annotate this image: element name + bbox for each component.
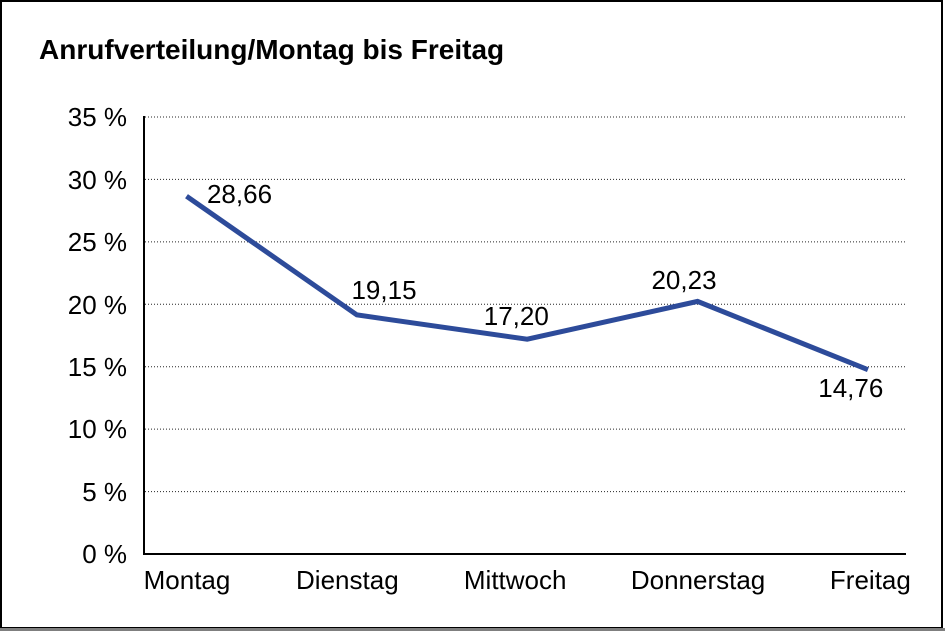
data-point-label: 20,23 <box>651 264 717 295</box>
data-point-label: 14,76 <box>818 372 884 403</box>
y-axis-tick-label: 20 % <box>67 289 127 320</box>
x-axis-category-label: Mittwoch <box>463 565 567 595</box>
data-point-label: 17,20 <box>483 300 549 331</box>
y-axis-tick-label: 30 % <box>67 164 127 195</box>
chart-title: Anrufverteilung/Montag bis Freitag <box>39 33 505 65</box>
y-axis-tick-label: 15 % <box>67 352 127 383</box>
x-axis-category-label: Montag <box>143 565 231 595</box>
data-point-label: 19,15 <box>351 274 417 305</box>
y-axis-tick-label: 0 % <box>82 539 127 570</box>
y-axis-tick-label: 25 % <box>67 227 127 258</box>
y-axis-tick-label: 5 % <box>82 476 127 507</box>
y-axis-tick-label: 35 % <box>67 102 127 133</box>
y-axis-tick-label: 10 % <box>67 414 127 445</box>
x-axis-category-label: Donnerstag <box>630 565 766 595</box>
bottom-shadow-strip <box>0 628 945 631</box>
x-axis-category-label: Freitag <box>829 565 911 595</box>
data-point-label: 28,66 <box>206 178 273 209</box>
x-axis-category-label: Dienstag <box>296 565 399 595</box>
series-line <box>185 194 869 373</box>
